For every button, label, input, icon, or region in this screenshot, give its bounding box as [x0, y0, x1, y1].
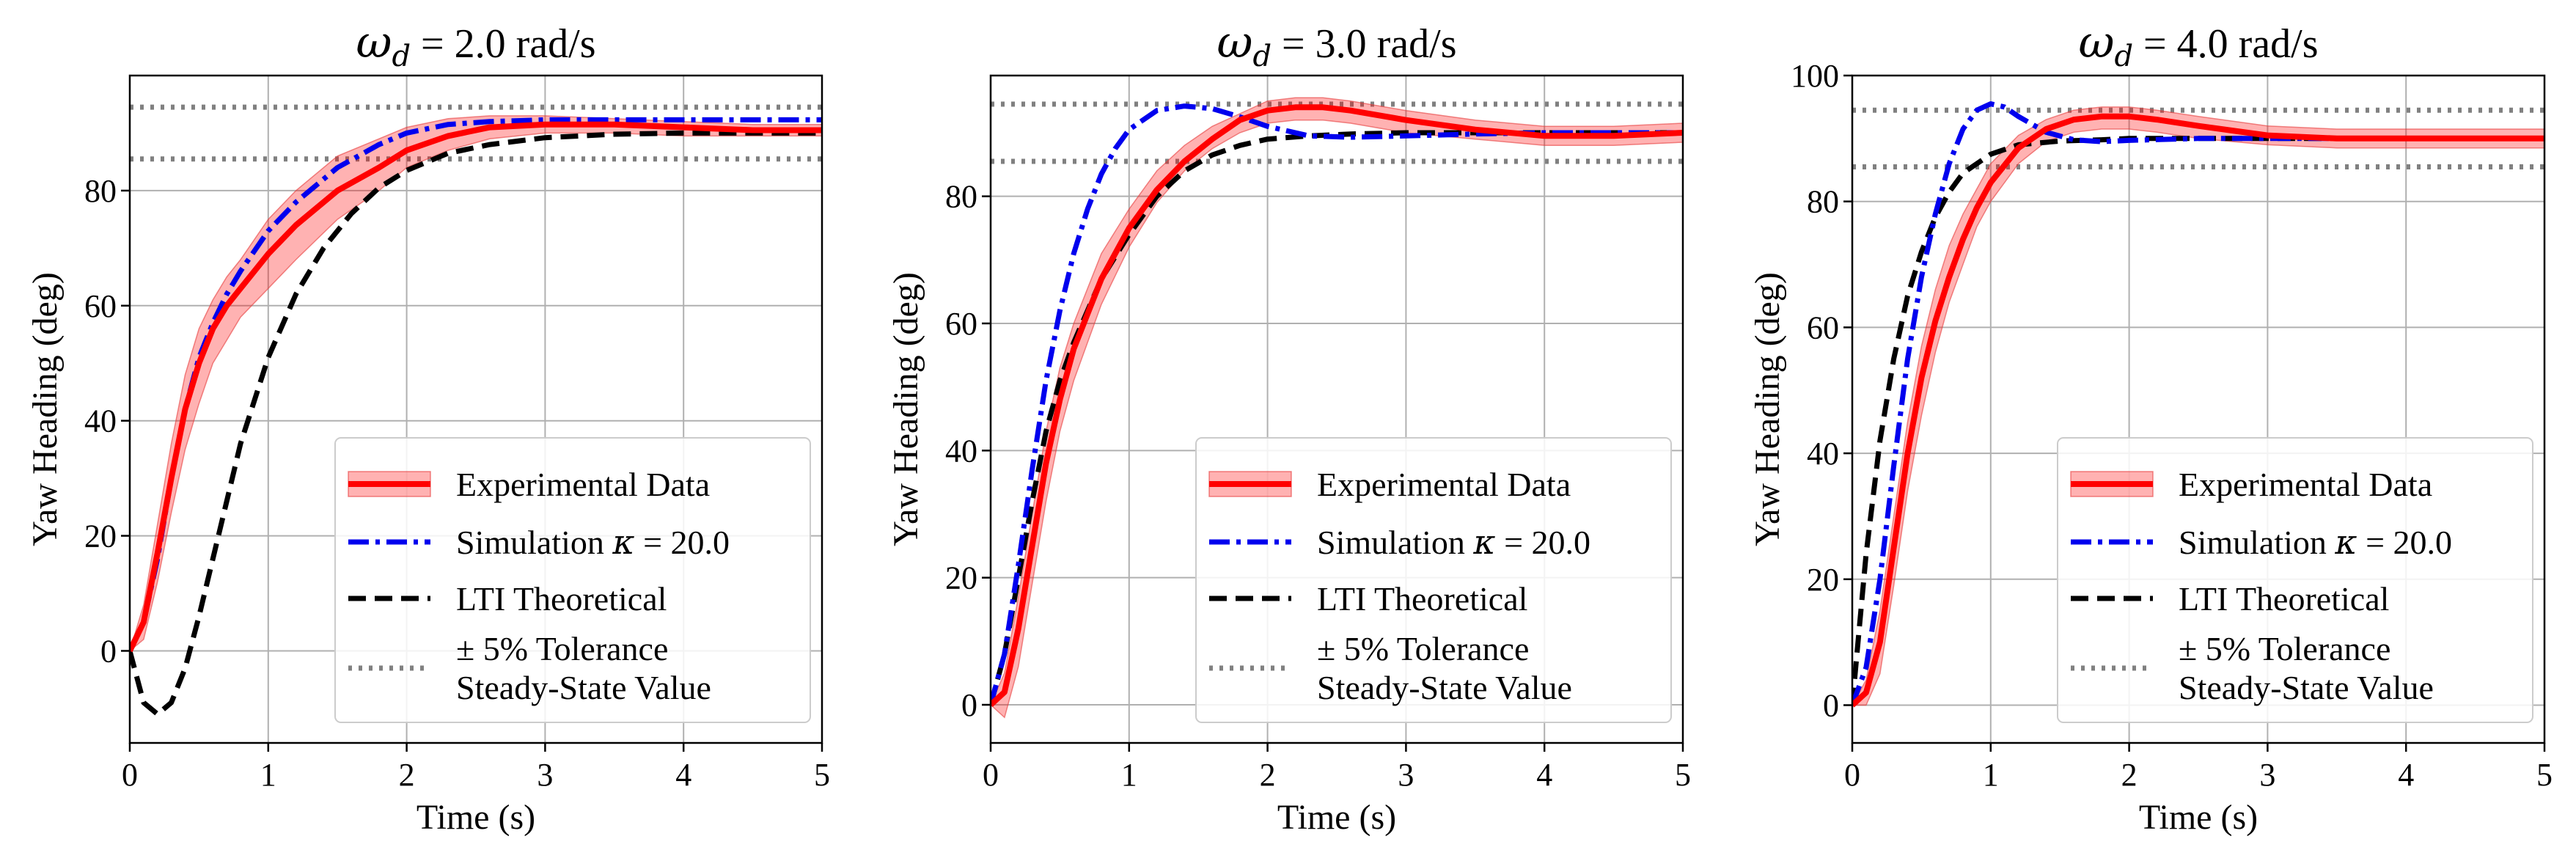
- y-tick-label: 40: [1807, 436, 1839, 472]
- legend-label-experimental: Experimental Data: [456, 466, 710, 503]
- legend-label-simulation: Simulation κ = 20.0: [1317, 522, 1590, 562]
- y-tick-label: 60: [84, 288, 117, 324]
- y-axis-label: Yaw Heading (deg): [887, 272, 925, 546]
- experimental-band: [1852, 106, 2544, 706]
- x-tick-label: 0: [122, 757, 138, 793]
- legend-label-lti: LTI Theoretical: [456, 580, 667, 618]
- x-tick-label: 4: [2398, 757, 2414, 793]
- legend-label-tolerance-1: ± 5% Tolerance: [2179, 630, 2390, 667]
- x-tick-label: 5: [814, 757, 830, 793]
- x-axis-label: Time (s): [1277, 798, 1396, 837]
- y-tick-label: 60: [945, 306, 977, 342]
- legend-label-tolerance-1: ± 5% Tolerance: [1317, 630, 1529, 667]
- x-tick-label: 0: [1844, 757, 1860, 793]
- lti-line: [130, 130, 822, 717]
- y-tick-label: 20: [84, 519, 117, 554]
- experimental-line: [991, 104, 1683, 707]
- chart-title: ωd = 3.0 rad/s: [1217, 17, 1457, 73]
- y-tick-label: 80: [945, 179, 977, 215]
- legend-label-simulation: Simulation κ = 20.0: [2179, 522, 2452, 562]
- lti-line: [1852, 136, 2544, 706]
- legend-label-simulation: Simulation κ = 20.0: [456, 522, 730, 562]
- x-tick-label: 5: [1675, 757, 1691, 793]
- x-tick-label: 3: [537, 757, 553, 793]
- y-tick-label: 40: [84, 403, 117, 439]
- chart-panel-3: 0 1 2 3 4 5 0 20 40 60 80 100 ωd = 4.0 rad/s Time (s)…: [1748, 17, 2553, 837]
- plot-area: [130, 104, 822, 717]
- y-tick-label: 20: [1807, 562, 1839, 598]
- y-axis-label: Yaw Heading (deg): [26, 272, 65, 546]
- simulation-line: [1852, 101, 2544, 706]
- experimental-band: [991, 97, 1683, 719]
- x-tick-label: 0: [983, 757, 999, 793]
- legend-label-tolerance-2: Steady-State Value: [2179, 669, 2434, 706]
- y-tick-label: 80: [84, 173, 117, 209]
- x-axis-label: Time (s): [2139, 798, 2258, 837]
- y-tick-label: 80: [1807, 184, 1839, 220]
- legend-label-tolerance-1: ± 5% Tolerance: [456, 630, 668, 667]
- x-tick-label: 1: [260, 757, 276, 793]
- legend-label-experimental: Experimental Data: [1317, 466, 1571, 503]
- x-tick-label: 2: [399, 757, 415, 793]
- x-tick-label: 1: [1121, 757, 1137, 793]
- legend-label-lti: LTI Theoretical: [1317, 580, 1527, 618]
- x-tick-label: 1: [1983, 757, 1999, 793]
- y-axis-label: Yaw Heading (deg): [1748, 272, 1787, 546]
- plot-area: [991, 97, 1683, 719]
- legend: Experimental Data Simulation κ = 20.0 LTI …: [334, 437, 811, 723]
- y-tick-label: 20: [945, 560, 977, 596]
- x-tick-label: 4: [675, 757, 691, 793]
- y-tick-label: 100: [1791, 58, 1839, 94]
- simulation-line: [991, 103, 1683, 706]
- legend-label-tolerance-2: Steady-State Value: [456, 669, 711, 706]
- legend-label-tolerance-2: Steady-State Value: [1317, 669, 1572, 706]
- x-axis-label: Time (s): [417, 798, 535, 837]
- chart-panel-1: 0 1 2 3 4 5 0 20 40 60 80 ωd = 2.0 rad/s Time (s) Yaw…: [26, 17, 830, 837]
- chart-panel-2: 0 1 2 3 4 5 0 20 40 60 80 ωd = 3.0 rad/s Time (s) Yaw…: [887, 17, 1691, 837]
- chart-title: ωd = 4.0 rad/s: [2079, 17, 2319, 73]
- experimental-line: [130, 121, 822, 653]
- y-tick-label: 60: [1807, 309, 1839, 345]
- legend-box: [334, 437, 811, 723]
- x-tick-label: 4: [1536, 757, 1552, 793]
- legend-label-lti: LTI Theoretical: [2179, 580, 2389, 618]
- plot-area: [1852, 101, 2544, 708]
- legend-label-experimental: Experimental Data: [2179, 466, 2432, 503]
- legend: Experimental Data Simulation κ = 20.0 LTI …: [2057, 437, 2533, 723]
- legend: Experimental Data Simulation κ = 20.0 LTI …: [1195, 437, 1672, 723]
- y-tick-label: 0: [961, 687, 977, 723]
- x-tick-label: 5: [2536, 757, 2553, 793]
- y-tick-label: 0: [100, 633, 117, 669]
- plot-frame: [128, 74, 823, 744]
- legend-box: [1195, 437, 1672, 723]
- x-tick-label: 2: [2121, 757, 2138, 793]
- y-tick-label: 40: [945, 433, 977, 469]
- plot-frame: [1851, 74, 2546, 744]
- experimental-band: [130, 115, 822, 652]
- x-tick-label: 3: [2259, 757, 2275, 793]
- y-tick-label: 0: [1823, 687, 1839, 723]
- x-tick-label: 3: [1398, 757, 1414, 793]
- chart-title: ωd = 2.0 rad/s: [356, 17, 596, 73]
- legend-box: [2057, 437, 2533, 723]
- x-tick-label: 2: [1260, 757, 1276, 793]
- experimental-line: [1852, 113, 2544, 708]
- plot-frame: [989, 74, 1684, 744]
